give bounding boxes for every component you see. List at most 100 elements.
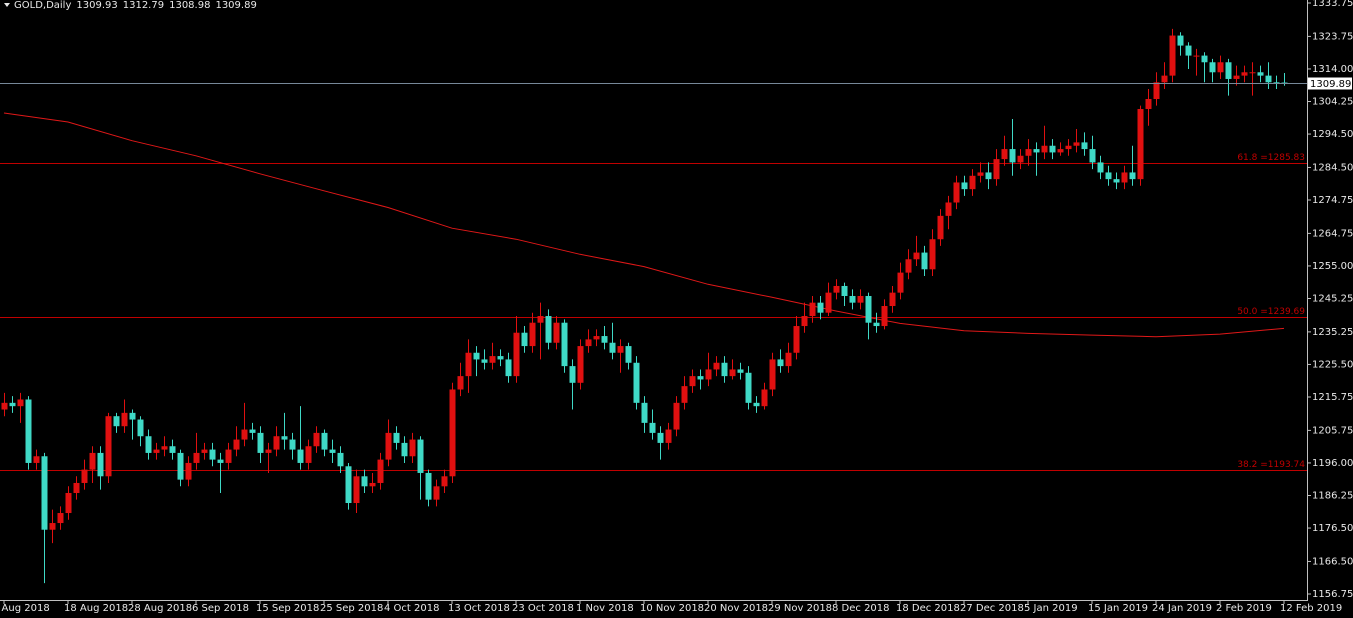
candle-body [1241, 72, 1248, 76]
candle-body [169, 446, 176, 453]
collapse-arrow[interactable] [4, 3, 10, 7]
candle-body [1145, 98, 1152, 110]
x-tick-label: 25 Sep 2018 [320, 603, 383, 614]
y-tick-label: 1235.25 [1312, 327, 1353, 338]
candle-body [273, 436, 280, 450]
low-value: 1308.98 [169, 0, 210, 11]
candle-body [1137, 109, 1144, 180]
candle-body [185, 462, 192, 480]
candle-body [841, 285, 848, 296]
y-tick-label: 1215.75 [1312, 392, 1353, 403]
candle-body [281, 436, 288, 440]
candle-body [337, 452, 344, 467]
x-tick-label: 5 Jan 2019 [1024, 603, 1078, 614]
candle-body [233, 439, 240, 450]
moving-average [3, 112, 1285, 338]
y-tick-label: 1176.50 [1312, 523, 1353, 534]
candle-body [393, 432, 400, 443]
candle-body [113, 416, 120, 427]
candle-body [1249, 72, 1256, 74]
candle-body [89, 452, 96, 470]
candle-body [641, 402, 648, 423]
candle-body [945, 202, 952, 216]
candle-body [1225, 62, 1232, 79]
candle-body [729, 369, 736, 377]
candle-body [969, 175, 976, 190]
candle-body [177, 452, 184, 480]
candle-body [409, 439, 416, 457]
y-tick-label: 1304.25 [1312, 97, 1353, 108]
candle-body [489, 356, 496, 363]
x-tick-label: 13 Oct 2018 [448, 603, 510, 614]
candle-body [1161, 75, 1168, 83]
price-label: 1309.89 [1310, 79, 1351, 90]
candle-body [1065, 145, 1072, 150]
candle-body [193, 452, 200, 463]
candle-body [241, 429, 248, 440]
candle-body [705, 369, 712, 380]
candle-body [977, 172, 984, 176]
candle-body [25, 399, 32, 463]
candle-body [369, 482, 376, 487]
candle-body [1009, 149, 1016, 163]
candle-body [153, 449, 160, 453]
candle-body [33, 456, 40, 463]
candle-body [593, 336, 600, 340]
candle-body [1025, 149, 1032, 156]
candle-body [417, 439, 424, 473]
candle-body [97, 452, 104, 477]
candle-body [1073, 142, 1080, 146]
candle-body [1089, 149, 1096, 163]
candle-body [1113, 179, 1120, 183]
candle-body [681, 386, 688, 403]
y-tick-label: 1245.25 [1312, 293, 1353, 304]
candle-body [209, 449, 216, 460]
candle-body [1033, 149, 1040, 153]
candle-body [529, 322, 536, 347]
y-tick-label: 1323.75 [1312, 31, 1353, 42]
candle-body [545, 316, 552, 343]
candle-body [81, 469, 88, 483]
candle-body [385, 432, 392, 460]
candle-body [57, 513, 64, 524]
candle-body [601, 336, 608, 343]
candle-body [345, 466, 352, 504]
candle-body [865, 295, 872, 323]
candle-body [465, 352, 472, 377]
candle-body [433, 486, 440, 500]
candle-body [265, 449, 272, 453]
candle-body [833, 285, 840, 293]
candle-body [809, 302, 816, 317]
x-tick-label: 18 Dec 2018 [896, 603, 960, 614]
candle-body [825, 292, 832, 313]
candle-body [321, 432, 328, 450]
candle-body [1185, 45, 1192, 56]
x-tick-label: 10 Nov 2018 [640, 603, 704, 614]
candle-body [929, 239, 936, 270]
candle-body [577, 346, 584, 383]
fibo-level-label: 38.2 =1193.74 [1237, 460, 1305, 470]
candle-body [793, 326, 800, 353]
candle-body [481, 359, 488, 363]
candle-body [9, 402, 16, 407]
symbol-label: GOLD,Daily [14, 0, 71, 11]
candle-body [305, 446, 312, 463]
candle-body [849, 295, 856, 303]
candle-body [361, 476, 368, 487]
candle-body [1201, 55, 1208, 63]
y-tick-label: 1294.50 [1312, 129, 1353, 140]
candle-body [721, 362, 728, 377]
y-tick-label: 1156.75 [1312, 589, 1353, 600]
candle-body [761, 389, 768, 407]
y-tick-label: 1314.00 [1312, 64, 1353, 75]
y-tick-label: 1186.25 [1312, 490, 1353, 501]
candle-body [297, 449, 304, 463]
candle-body [753, 402, 760, 407]
candle-body [913, 252, 920, 260]
candle-body [617, 346, 624, 353]
candle-body [457, 376, 464, 390]
x-tick-label: 29 Nov 2018 [768, 603, 832, 614]
candle-body [905, 259, 912, 273]
